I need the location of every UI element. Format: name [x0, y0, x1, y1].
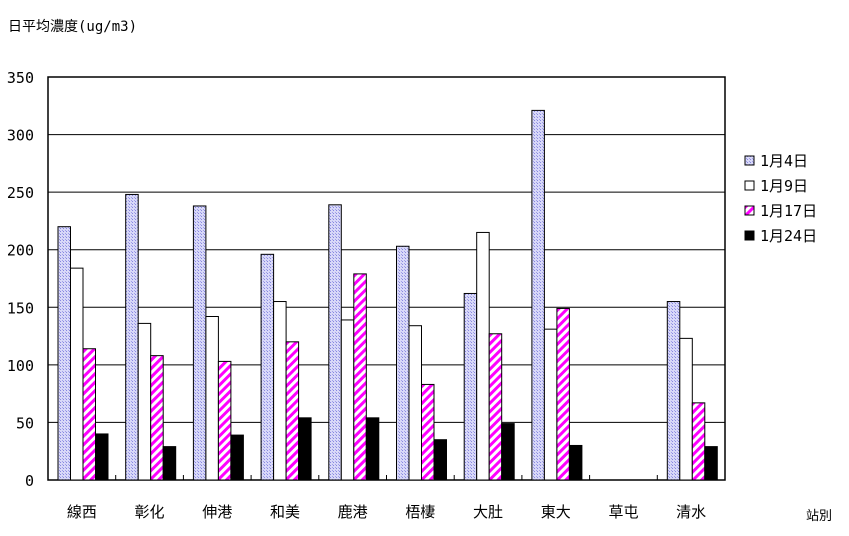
- legend-label: 1月9日: [760, 177, 808, 195]
- bar-1月9日: [205, 315, 219, 481]
- x-tick-label: 東大: [541, 503, 571, 521]
- bar-1月4日: [463, 292, 478, 481]
- bar-1月4日: [531, 109, 545, 481]
- bar-1月9日: [679, 337, 693, 481]
- y-tick-label: 250: [7, 184, 34, 202]
- bar-1月9日: [408, 325, 422, 481]
- bar-1月24日: [230, 434, 244, 481]
- x-tick-label: 梧棲: [405, 503, 435, 521]
- bar-1月24日: [365, 417, 380, 481]
- y-tick-label: 50: [16, 414, 34, 432]
- x-tick-label: 線西: [67, 503, 97, 521]
- legend-label: 1月17日: [760, 202, 817, 220]
- legend-swatch: [744, 180, 755, 191]
- bar-1月4日: [396, 245, 410, 481]
- legend-label: 1月4日: [760, 152, 808, 170]
- y-axis-title: 日平均濃度(ug/m3): [8, 19, 138, 35]
- y-tick-label: 0: [25, 472, 34, 490]
- bar-1月24日: [298, 417, 312, 481]
- bar-1月17日: [82, 348, 96, 481]
- legend-label: 1月24日: [760, 227, 817, 245]
- bar-1月17日: [353, 273, 367, 481]
- bar-1月9日: [543, 328, 558, 481]
- bar-1月9日: [273, 301, 287, 481]
- bar-1月4日: [125, 193, 139, 481]
- y-tick-label: 300: [7, 127, 34, 145]
- bar-1月4日: [328, 204, 342, 481]
- x-tick-label: 和美: [270, 503, 300, 521]
- bar-1月9日: [137, 322, 152, 481]
- bar-1月4日: [192, 205, 207, 481]
- bar-1月24日: [501, 423, 515, 481]
- bar-1月17日: [488, 333, 503, 481]
- bar-1月24日: [568, 444, 583, 481]
- x-tick-label: 彰化: [135, 503, 165, 521]
- y-tick-label: 100: [7, 357, 34, 375]
- x-tick-label: 鹿港: [338, 503, 368, 521]
- bar-1月17日: [285, 341, 300, 481]
- x-tick-label: 草屯: [608, 503, 638, 521]
- bar-1月9日: [70, 267, 84, 481]
- bar-1月9日: [476, 231, 490, 481]
- bar-1月9日: [340, 319, 355, 481]
- legend-swatch: [744, 230, 755, 241]
- y-tick-label: 200: [7, 242, 34, 260]
- bar-1月17日: [150, 355, 164, 481]
- legend-swatch: [744, 155, 755, 166]
- bar-1月17日: [556, 307, 570, 481]
- legend-swatch: [744, 205, 755, 216]
- bar-1月17日: [421, 383, 435, 481]
- x-tick-label: 大肚: [473, 503, 503, 521]
- bar-1月24日: [95, 433, 109, 481]
- bar-1月24日: [433, 439, 447, 481]
- bar-1月24日: [704, 446, 718, 481]
- y-tick-label: 350: [7, 69, 34, 87]
- bar-1月17日: [691, 402, 706, 481]
- bar-1月4日: [666, 301, 681, 481]
- y-tick-label: 150: [7, 299, 34, 317]
- x-tick-label: 清水: [676, 503, 706, 521]
- bar-1月4日: [260, 253, 275, 481]
- x-tick-label: 伸港: [202, 503, 232, 521]
- bar-1月4日: [57, 226, 71, 481]
- bar-1月24日: [162, 446, 177, 481]
- bar-1月17日: [217, 360, 232, 481]
- x-axis-title: 站別: [806, 509, 833, 524]
